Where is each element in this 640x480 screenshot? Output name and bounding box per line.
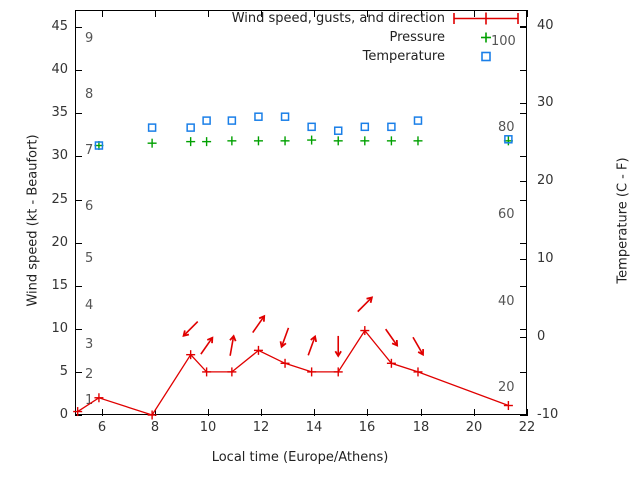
beaufort-label: 7 — [85, 143, 94, 159]
plot-frame — [75, 10, 527, 415]
x-tick-mirror — [527, 10, 528, 17]
y-tick-mirror — [520, 27, 527, 28]
y2-tick-label: 20 — [537, 173, 554, 188]
y2-tick — [520, 26, 527, 27]
y2-tick-label: 10 — [537, 251, 554, 266]
fahrenheit-label: 40 — [498, 293, 515, 309]
x-tick — [261, 409, 262, 416]
beaufort-label: 8 — [85, 87, 94, 103]
legend-label-wind: Wind speed, gusts, and direction — [231, 11, 445, 26]
legend-marker-wind-line-plus — [452, 9, 520, 28]
x-tick — [102, 409, 103, 416]
beaufort-label: 2 — [85, 367, 94, 383]
y-tick-mirror — [520, 156, 527, 157]
y-tick-mirror — [520, 329, 527, 330]
y-tick-label: 40 — [51, 62, 68, 77]
x-tick — [527, 409, 528, 416]
y-tick-mirror — [520, 372, 527, 373]
beaufort-label: 9 — [85, 31, 94, 47]
fahrenheit-label: 100 — [491, 33, 516, 49]
x-tick — [367, 409, 368, 416]
y-tick — [75, 243, 82, 244]
fahrenheit-label: 20 — [498, 380, 515, 396]
y-tick-label: 0 — [59, 407, 68, 422]
legend-marker-pressure-plus — [452, 28, 520, 47]
x-tick — [474, 409, 475, 416]
y-tick — [75, 70, 82, 71]
beaufort-label: 3 — [85, 337, 94, 353]
beaufort-label: 6 — [85, 199, 94, 215]
y-tick-label: 15 — [51, 278, 68, 293]
y2-tick-label: -10 — [537, 407, 559, 422]
y-tick-mirror — [520, 200, 527, 201]
y-tick-label: 45 — [51, 19, 68, 34]
fahrenheit-label: 60 — [498, 206, 515, 222]
y-tick-label: 10 — [51, 321, 68, 336]
legend-item-temperature[interactable]: Temperature — [175, 47, 520, 66]
y-tick — [75, 113, 82, 114]
y-tick-label: 25 — [51, 192, 68, 207]
y-tick — [75, 286, 82, 287]
x-tick — [421, 409, 422, 416]
x-tick-mirror — [314, 10, 315, 17]
x-tick-mirror — [367, 10, 368, 17]
x-tick — [155, 409, 156, 416]
beaufort-label: 4 — [85, 298, 94, 314]
y-axis-title: Wind speed (kt - Beaufort) — [25, 134, 41, 307]
y-tick-label: 35 — [51, 105, 68, 120]
y2-tick — [520, 415, 527, 416]
y-tick — [75, 27, 82, 28]
y-tick-mirror — [520, 243, 527, 244]
y2-tick — [520, 181, 527, 182]
beaufort-label: 5 — [85, 250, 94, 266]
x-tick — [208, 409, 209, 416]
y-tick-mirror — [520, 70, 527, 71]
y-tick-mirror — [520, 113, 527, 114]
fahrenheit-label: 80 — [498, 120, 515, 136]
y-tick-mirror — [520, 286, 527, 287]
x-tick-mirror — [421, 10, 422, 17]
y-tick — [75, 415, 82, 416]
x-tick-mirror — [474, 10, 475, 17]
y2-tick-label: 30 — [537, 95, 554, 110]
x-tick-label: 10 — [199, 420, 217, 435]
x-tick-label: 16 — [358, 420, 376, 435]
y2-tick — [520, 337, 527, 338]
x-tick-label: 20 — [465, 420, 483, 435]
legend-label-pressure: Pressure — [389, 30, 445, 45]
x-tick-label: 18 — [412, 420, 430, 435]
y-tick — [75, 372, 82, 373]
x-tick-label: 14 — [305, 420, 323, 435]
y-tick — [75, 156, 82, 157]
legend-item-wind[interactable]: Wind speed, gusts, and direction — [175, 9, 520, 28]
y-tick-label: 30 — [51, 148, 68, 163]
x-tick — [314, 409, 315, 416]
y2-tick — [520, 259, 527, 260]
x-tick-mirror — [261, 10, 262, 17]
y-tick-label: 5 — [59, 364, 68, 379]
y-tick-label: 20 — [51, 235, 68, 250]
x-tick-label: 6 — [97, 420, 107, 435]
x-tick-mirror — [208, 10, 209, 17]
legend-marker-temperature-square — [452, 47, 520, 66]
x-tick-label: 22 — [518, 420, 536, 435]
legend-label-temperature: Temperature — [362, 49, 445, 64]
y-tick — [75, 329, 82, 330]
y2-tick-label: 40 — [537, 18, 554, 33]
y2-tick — [520, 103, 527, 104]
x-tick-mirror — [102, 10, 103, 17]
x-tick-label: 8 — [150, 420, 160, 435]
x-tick-label: 12 — [252, 420, 270, 435]
legend-item-pressure[interactable]: Pressure — [175, 28, 520, 47]
x-axis-title: Local time (Europe/Athens) — [211, 450, 389, 465]
y2-axis-title: Temperature (C - F) — [615, 157, 631, 284]
legend: Wind speed, gusts, and direction Pressur… — [175, 9, 520, 66]
y2-tick-label: 0 — [537, 329, 546, 344]
beaufort-label: 1 — [85, 393, 94, 409]
y-tick — [75, 200, 82, 201]
x-tick-mirror — [155, 10, 156, 17]
